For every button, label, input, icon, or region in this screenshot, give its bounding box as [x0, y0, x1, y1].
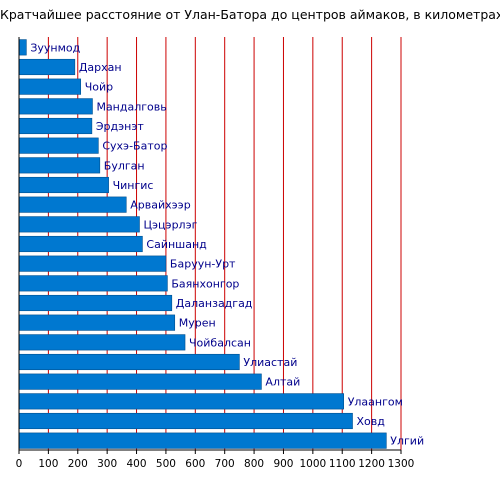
- bar-label: Дархан: [79, 61, 122, 74]
- x-tick-label: 1100: [329, 458, 356, 470]
- x-tick-label: 200: [68, 458, 88, 470]
- x-tick-label: 500: [156, 458, 176, 470]
- bar: [18, 216, 140, 233]
- bar-label: Арвайхээр: [130, 199, 190, 212]
- x-tick-label: 1200: [358, 458, 385, 470]
- bar-label: Чойбалсан: [189, 336, 251, 349]
- bar: [18, 334, 186, 351]
- x-tick-label: 600: [185, 458, 205, 470]
- x-tick-label: 1000: [299, 458, 326, 470]
- bar: [18, 137, 99, 154]
- bar: [18, 235, 143, 253]
- bar-label: Сухэ-Батор: [102, 140, 167, 153]
- bar-label: Мандалговь: [96, 100, 166, 113]
- bar-label: Улгий: [390, 435, 424, 448]
- bar-label: Мурен: [179, 317, 216, 330]
- x-tick-label: 800: [244, 458, 264, 470]
- x-tick-label: 0: [16, 458, 23, 470]
- bar: [18, 98, 93, 115]
- bar-label: Чингис: [113, 179, 154, 192]
- bar-label: Булган: [104, 159, 145, 172]
- bar-label: Ховд: [357, 415, 386, 428]
- x-tick-label: 1300: [388, 458, 415, 470]
- chart-title: Кратчайшее расстояние от Улан-Батора до …: [0, 7, 500, 22]
- bar: [18, 373, 262, 390]
- bar-label: Баянхонгор: [171, 277, 239, 290]
- x-tick-label: 400: [127, 458, 147, 470]
- bar-label: Улиастай: [243, 356, 297, 369]
- bar: [18, 117, 93, 135]
- bar-label: Зуунмод: [30, 41, 80, 54]
- bar: [18, 58, 76, 76]
- bar-label: Даланзадгад: [176, 297, 253, 310]
- bar: [18, 255, 167, 272]
- bar-label: Сайншанд: [146, 238, 207, 251]
- bar-label: Цэцэрлэг: [143, 218, 197, 231]
- bar: [18, 393, 345, 410]
- bar: [18, 353, 240, 371]
- bar-label: Чойр: [85, 81, 113, 94]
- bar: [18, 196, 127, 213]
- x-tick-label: 700: [215, 458, 235, 470]
- bar-label: Алтай: [265, 376, 300, 389]
- x-tick-label: 100: [38, 458, 58, 470]
- bar: [18, 39, 27, 56]
- x-tick-label: 900: [273, 458, 293, 470]
- bar: [18, 294, 173, 312]
- bar: [18, 157, 101, 174]
- bar: [18, 275, 168, 292]
- bar-label: Баруун-Урт: [170, 258, 236, 271]
- x-tick-label: 300: [97, 458, 117, 470]
- bar: [18, 432, 387, 449]
- bar-label: Улаангом: [348, 395, 403, 408]
- bar: [18, 176, 109, 194]
- bar: [18, 314, 176, 331]
- bar: [18, 412, 353, 430]
- bar-label: Эрдэнэт: [96, 120, 145, 133]
- bar: [18, 78, 82, 95]
